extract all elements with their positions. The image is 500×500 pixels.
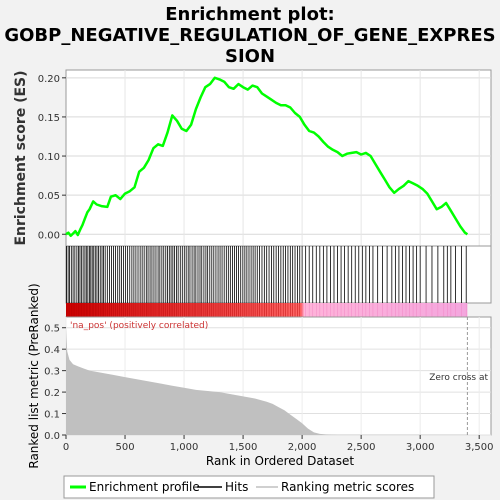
legend: Enrichment profile Hits Ranking metric s… xyxy=(63,475,435,499)
chart-title-line2: GOBP_NEGATIVE_REGULATION_OF_GENE_EXPRES xyxy=(4,25,495,46)
metric-yaxis: 0.0 0.1 0.2 0.3 0.4 0.5 xyxy=(44,324,66,442)
metric-ytick-label: 0.1 xyxy=(44,410,60,421)
metric-panel: 0.0 0.1 0.2 0.3 0.4 0.5 0 500 1,000 1,500 2,000 2,… xyxy=(27,283,494,468)
zero-cross-annotation: Zero cross at xyxy=(429,373,488,383)
metric-ytick-label: 0.2 xyxy=(44,388,60,399)
es-gridlines xyxy=(66,70,491,246)
legend-label-enrichment: Enrichment profile xyxy=(89,480,200,494)
legend-label-ranking: Ranking metric scores xyxy=(281,480,414,494)
metric-xtick-label: 0 xyxy=(63,442,69,453)
es-panel-frame xyxy=(65,69,492,247)
es-ylabel: Enrichment score (ES) xyxy=(13,70,29,245)
legend-frame xyxy=(63,475,435,499)
metric-xaxis: 0 500 1,000 1,500 2,000 2,500 3,000 3,500 xyxy=(63,435,494,453)
es-panel: 0.00 0.05 0.10 0.15 0.20 Enrichment score (E… xyxy=(13,69,492,247)
chart-title-line1: Enrichment plot: xyxy=(165,4,335,25)
es-ytick-label: 0.15 xyxy=(38,113,60,124)
es-ytick-label: 0.05 xyxy=(38,191,60,202)
metric-xtick-label: 1,500 xyxy=(229,442,258,453)
metric-xlabel: Rank in Ordered Dataset xyxy=(206,454,354,468)
hits-lines-group xyxy=(66,246,467,303)
metric-xtick-label: 3,500 xyxy=(465,442,494,453)
metric-xtick-label: 1,000 xyxy=(170,442,199,453)
colorbar-hit-ticks xyxy=(66,303,467,317)
es-ytick-label: 0.00 xyxy=(38,230,60,241)
es-curve-group xyxy=(65,76,469,238)
es-ytick-label: 0.20 xyxy=(38,74,60,85)
hits-panel xyxy=(65,245,492,304)
es-yaxis: 0.00 0.05 0.10 0.15 0.20 xyxy=(38,74,66,241)
metric-xtick-label: 3,000 xyxy=(406,442,435,453)
chart-title-line3: SION xyxy=(225,46,275,67)
es-ytick-label: 0.10 xyxy=(38,152,60,163)
es-curve xyxy=(65,76,469,238)
metric-ytick-label: 0.0 xyxy=(44,431,60,442)
metric-ylabel: Ranked list metric (PreRanked) xyxy=(27,283,41,468)
ranked-list-colorbar xyxy=(66,303,468,317)
metric-ytick-label: 0.5 xyxy=(44,324,60,335)
legend-label-hits: Hits xyxy=(225,480,248,494)
metric-ytick-label: 0.3 xyxy=(44,367,60,378)
metric-area xyxy=(66,327,468,435)
metric-xtick-label: 2,000 xyxy=(288,442,317,453)
metric-xtick-label: 500 xyxy=(115,442,134,453)
positive-annotation: 'na_pos' (positively correlated) xyxy=(70,321,208,331)
metric-xtick-label: 2,500 xyxy=(347,442,376,453)
metric-ytick-label: 0.4 xyxy=(44,345,60,356)
